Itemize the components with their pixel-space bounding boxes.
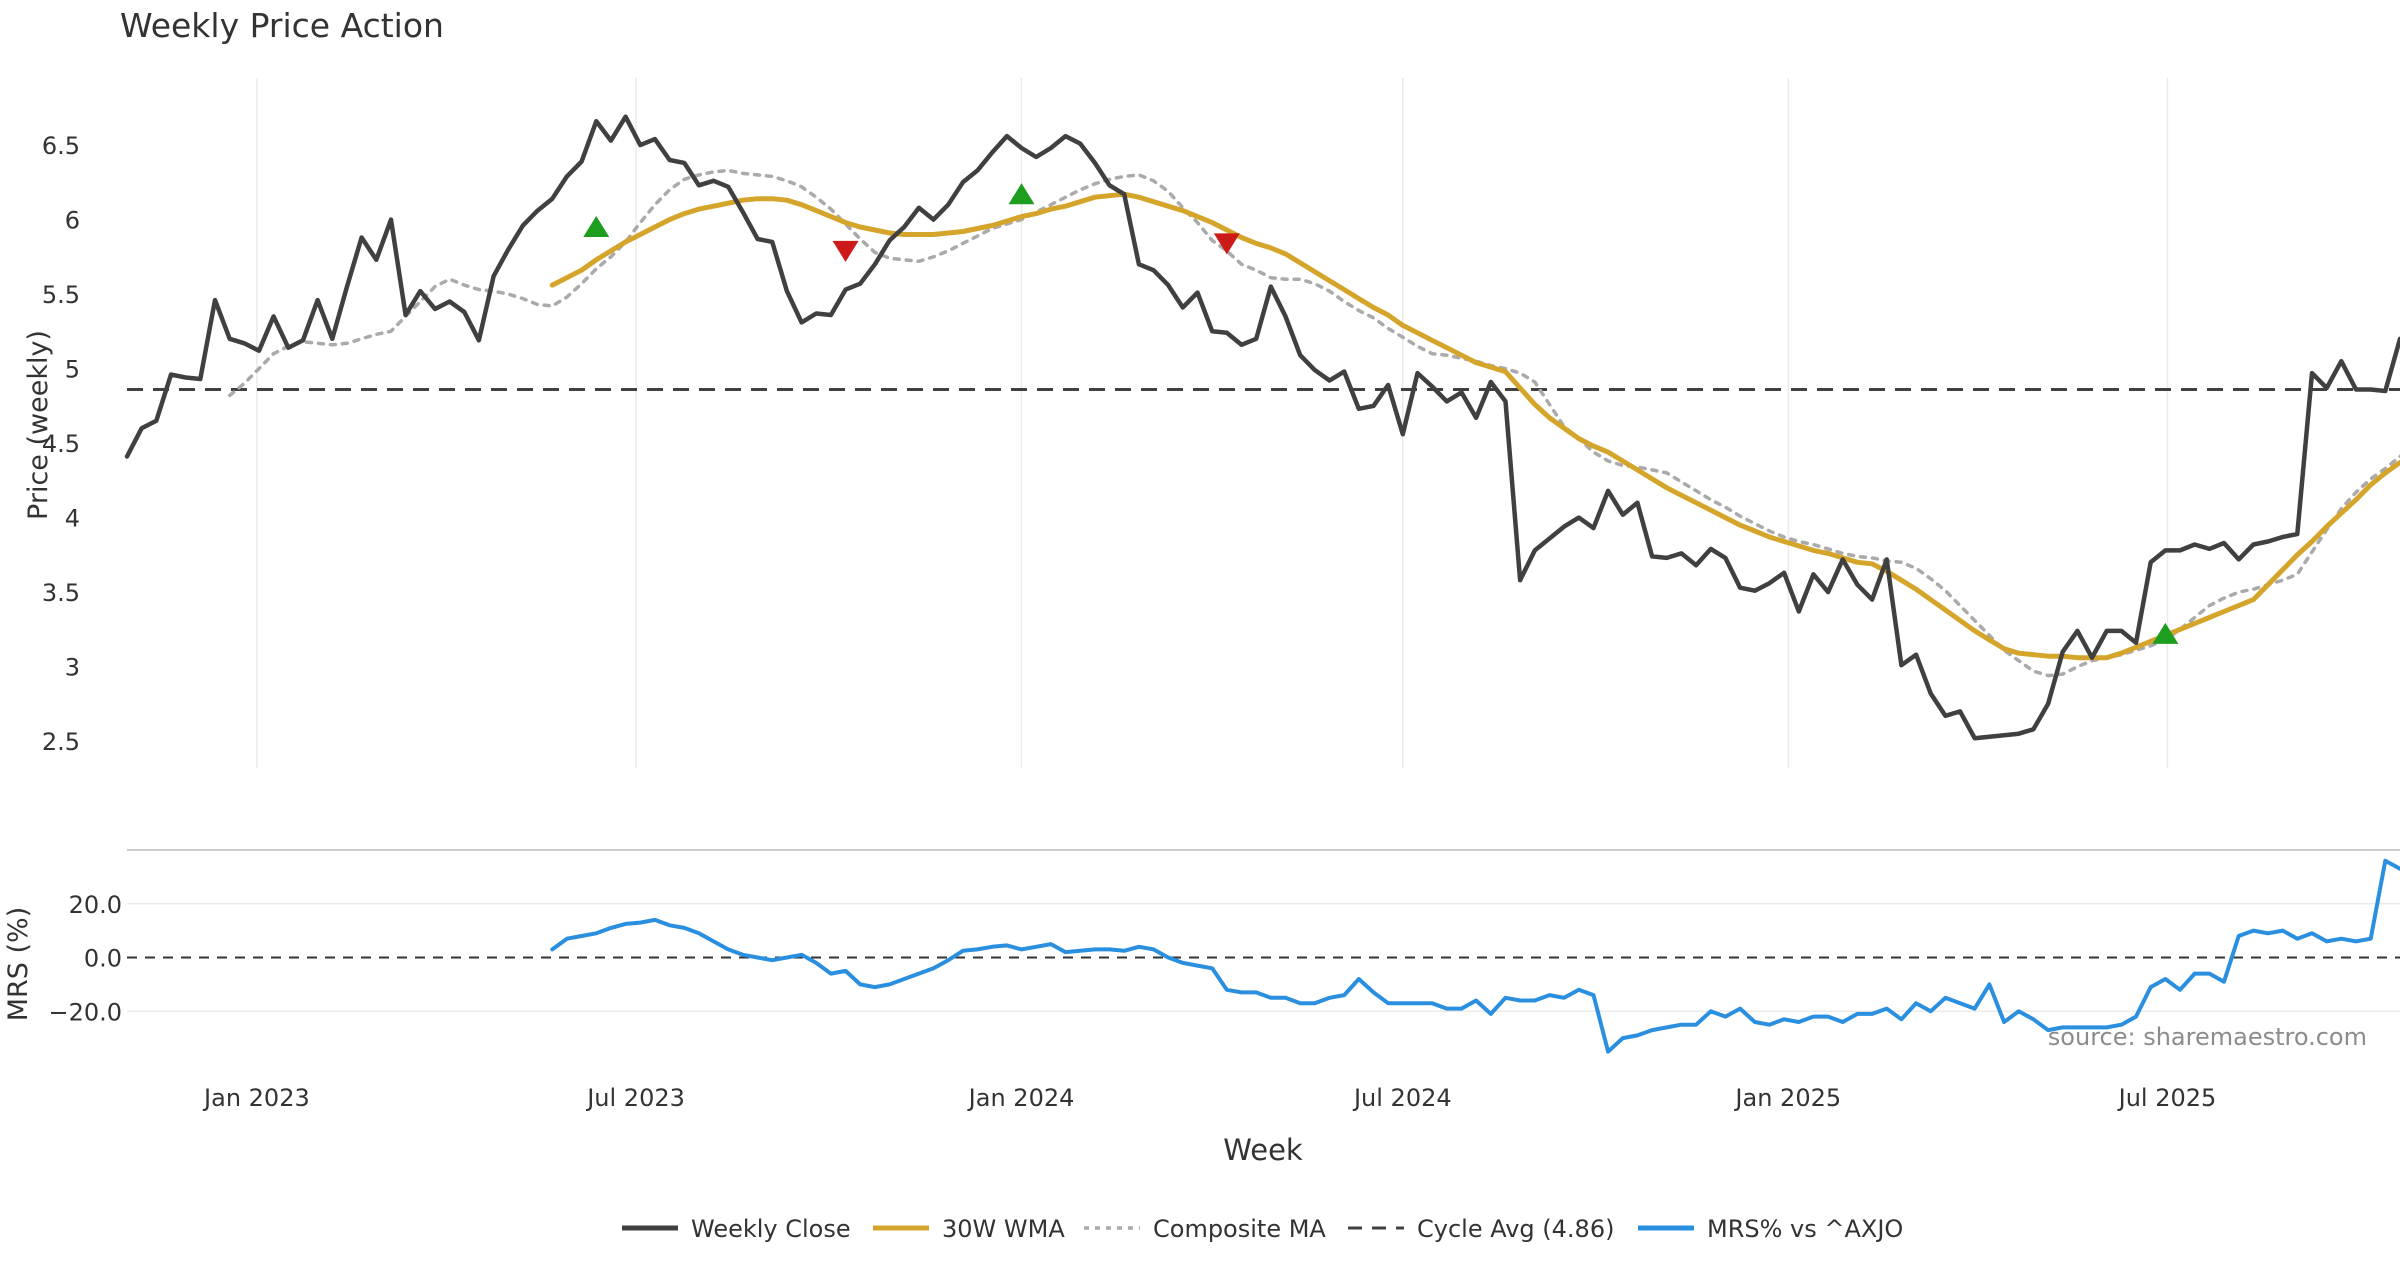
x-tick-label: Jan 2023 — [202, 1084, 310, 1112]
legend-label: 30W WMA — [942, 1215, 1065, 1243]
wma-30w-line — [549, 191, 2400, 661]
price-tick-label: 3 — [65, 654, 80, 682]
x-axis-label: Week — [1223, 1133, 1303, 1167]
x-tick-label: Jul 2025 — [2117, 1084, 2217, 1112]
x-tick-label: Jul 2024 — [1352, 1084, 1452, 1112]
x-tick-label: Jul 2023 — [585, 1084, 685, 1112]
legend-label: Composite MA — [1153, 1215, 1326, 1243]
price-tick-label: 3.5 — [42, 579, 80, 607]
legend: Weekly Close 30W WMA Composite MA Cycle Avg… — [622, 1215, 1903, 1243]
composite-ma-line — [227, 168, 2400, 678]
buy-signal-marker — [1008, 183, 1035, 205]
legend-label: Cycle Avg (4.86) — [1417, 1215, 1614, 1243]
sell-signal-marker — [1213, 233, 1240, 255]
mrs-tick-label: −20.0 — [48, 998, 122, 1026]
mrs-line — [550, 858, 2400, 1054]
mrs-axis-label: MRS (%) — [3, 907, 34, 1022]
buy-signal-marker — [583, 216, 610, 238]
buy-signal-marker — [2152, 622, 2179, 644]
sell-signal-marker — [832, 240, 859, 262]
price-tick-label: 5.5 — [42, 281, 80, 309]
legend-label: Weekly Close — [691, 1215, 851, 1243]
weekly-close-line — [124, 114, 2400, 741]
legend-label: MRS% vs ^AXJO — [1707, 1215, 1903, 1243]
price-tick-label: 6 — [65, 207, 80, 235]
x-tick-label: Jan 2025 — [1733, 1084, 1841, 1112]
price-tick-label: 6.5 — [42, 132, 80, 160]
price-tick-label: 5 — [65, 356, 80, 384]
chart-title: Weekly Price Action — [120, 6, 444, 45]
price-tick-label: 4 — [65, 505, 80, 533]
price-axis-label: Price (weekly) — [23, 330, 54, 520]
x-tick-label: Jan 2024 — [967, 1084, 1075, 1112]
price-tick-label: 2.5 — [42, 728, 80, 756]
mrs-tick-label: 0.0 — [84, 945, 122, 973]
mrs-tick-label: 20.0 — [69, 891, 122, 919]
price-tick-label: 4.5 — [42, 430, 80, 458]
